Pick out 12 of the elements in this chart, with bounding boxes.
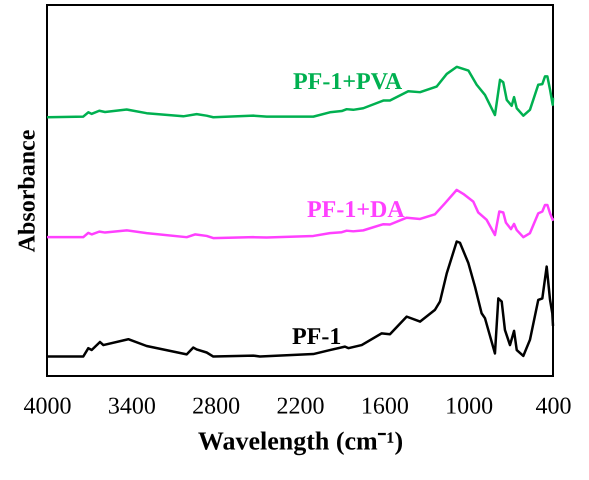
- series-label: PF-1+DA: [307, 197, 406, 223]
- y-axis-title: Absorbance: [14, 129, 40, 252]
- x-tick-label: 3400: [108, 394, 156, 420]
- series-label: PF-1: [292, 324, 342, 350]
- x-tick-label: 2800: [192, 394, 240, 420]
- series-label: PF-1+PVA: [293, 69, 403, 95]
- x-tick-label: 4000: [24, 394, 72, 420]
- x-tick-label: 1600: [360, 394, 409, 420]
- x-axis-title: Wavelength (cm⁻¹): [198, 426, 404, 456]
- x-tick-label: 2200: [276, 394, 324, 420]
- x-tick-label: 1000: [445, 394, 494, 420]
- x-tick-label: 400: [536, 394, 572, 420]
